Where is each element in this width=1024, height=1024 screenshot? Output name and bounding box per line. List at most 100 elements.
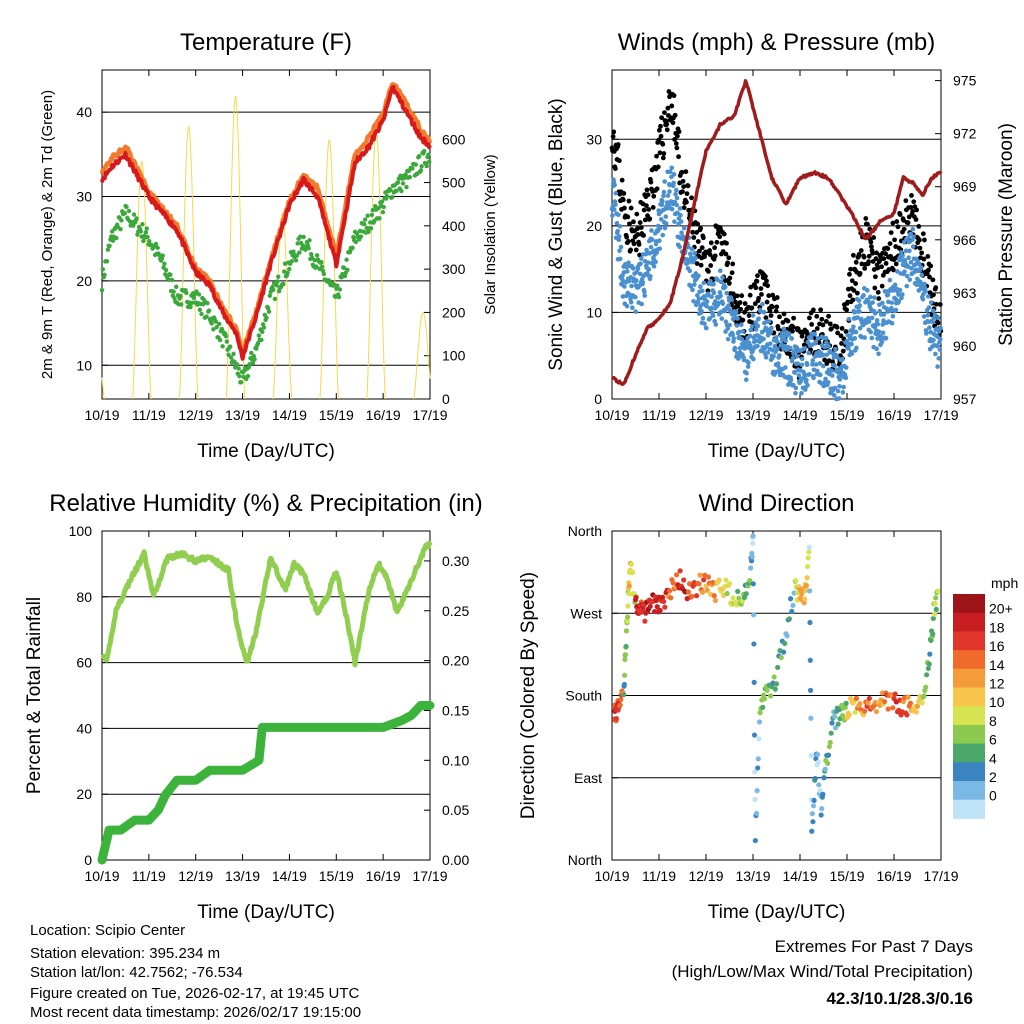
y-axis-label: Percent & Total Rainfall: [24, 597, 45, 794]
precip-line: [97, 701, 435, 865]
gust-point: [658, 123, 663, 129]
wind-point: [876, 351, 881, 357]
colorbar-swatch: [953, 668, 985, 688]
solar-line: [225, 95, 246, 400]
dewpoint-point: [281, 281, 286, 287]
gust-point: [847, 271, 852, 277]
wind-point: [911, 234, 916, 239]
wind-point: [626, 278, 632, 284]
wind-point: [678, 219, 684, 224]
gust-point: [746, 313, 752, 318]
gust-point: [774, 304, 780, 310]
dewpoint-point: [204, 314, 209, 319]
gust-point: [871, 235, 877, 240]
dewpoint-point: [344, 257, 349, 262]
gust-point: [670, 120, 676, 126]
wind-point: [811, 375, 816, 381]
wind-point: [799, 362, 805, 368]
gust-point: [883, 251, 888, 257]
gust-point: [874, 250, 879, 256]
dewpoint-point: [206, 308, 212, 313]
wind-point: [688, 284, 694, 289]
wind-point: [836, 396, 842, 401]
chart-title: Winds (mph) & Pressure (mb): [618, 29, 935, 56]
direction-point: [923, 684, 929, 690]
wind-point: [823, 335, 829, 341]
gust-point: [644, 203, 649, 209]
gust-point: [739, 293, 745, 299]
wind-point: [733, 309, 739, 315]
gust-point: [790, 324, 796, 330]
gust-point: [875, 265, 881, 271]
gust-point: [790, 328, 795, 334]
dewpoint-point: [388, 187, 393, 193]
direction-point: [873, 708, 879, 715]
wind-point: [833, 346, 838, 352]
wind-point: [826, 344, 831, 349]
gust-point: [866, 259, 872, 265]
wind-point: [832, 385, 838, 391]
dewpoint-point: [131, 212, 137, 217]
x-tick-label: 10/19: [84, 868, 119, 884]
direction-point: [846, 712, 852, 718]
wind-point: [693, 255, 698, 261]
dewpoint-point: [194, 289, 199, 294]
direction-point: [618, 696, 624, 703]
direction-point: [750, 612, 757, 618]
wind-point: [726, 303, 731, 308]
direction-point: [904, 712, 910, 718]
direction-point: [828, 730, 834, 736]
direction-point: [808, 752, 814, 759]
direction-point: [701, 577, 707, 583]
x-tick-label: 13/19: [735, 407, 770, 423]
wind-point: [673, 187, 679, 193]
y-tick-label: 40: [76, 104, 92, 120]
wind-point: [613, 190, 619, 196]
direction-point: [624, 614, 631, 620]
wind-series: [609, 165, 943, 402]
direction-point: [623, 643, 629, 650]
wind-point: [671, 180, 676, 186]
direction-point: [730, 595, 736, 601]
gust-point: [631, 219, 636, 225]
direction-point: [782, 640, 788, 647]
gust-point: [647, 216, 653, 222]
dewpoint-point: [394, 188, 399, 194]
direction-point: [810, 819, 816, 825]
dewpoint-point: [373, 203, 378, 209]
dewpoint-point: [261, 325, 267, 330]
dewpoint-point: [321, 271, 327, 277]
x-tick-label: 14/19: [272, 868, 307, 884]
direction-point: [832, 713, 838, 720]
direction-point: [809, 828, 815, 834]
gust-point: [881, 256, 887, 262]
direction-point: [892, 691, 898, 697]
wind-point: [849, 341, 854, 347]
chart-title: Relative Humidity (%) & Precipitation (i…: [49, 490, 482, 517]
solar-line: [272, 211, 293, 400]
gust-point: [742, 301, 748, 306]
wind-point: [802, 345, 808, 351]
y-tick-label: 30: [586, 131, 602, 147]
gust-point: [622, 205, 627, 211]
wind-point: [622, 284, 627, 289]
x-tick-label: 17/19: [923, 868, 958, 884]
wind-point: [889, 300, 895, 305]
wind-point: [696, 273, 701, 279]
wind-point: [698, 284, 703, 289]
y-right-tick-label: 975: [953, 73, 977, 89]
dewpoint-point: [237, 373, 242, 379]
wind-point: [825, 380, 831, 385]
wind-point: [648, 244, 654, 250]
direction-point: [751, 641, 757, 647]
dewpoint-point: [384, 194, 390, 199]
wind-point: [857, 309, 862, 314]
direction-point: [802, 596, 808, 602]
wind-point: [736, 329, 742, 335]
dewpoint-point: [418, 168, 424, 173]
gust-point: [635, 232, 641, 237]
gust-point: [856, 251, 862, 257]
direction-point: [751, 732, 758, 738]
x-axis-label: Time (Day/UTC): [708, 902, 846, 923]
direction-point: [810, 803, 817, 809]
